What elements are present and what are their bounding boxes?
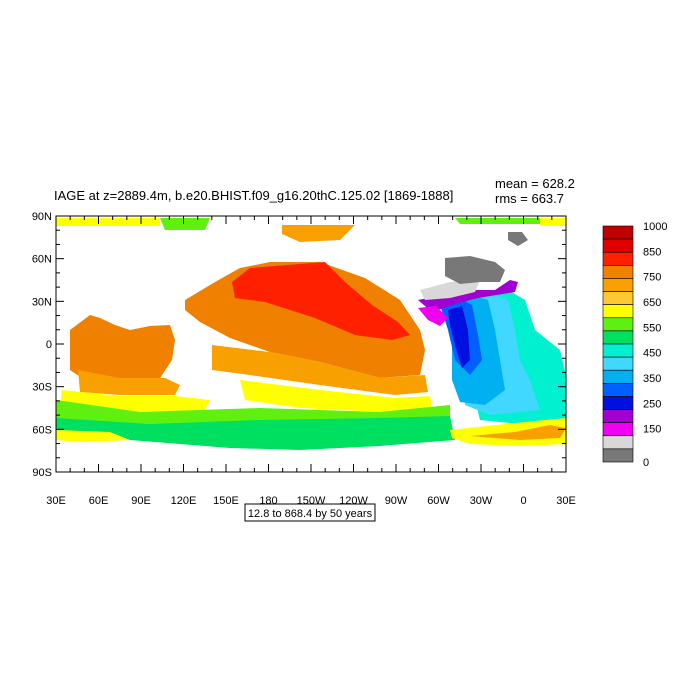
- lon-label: 0: [520, 495, 526, 507]
- colorbar-swatch: [602, 448, 634, 463]
- colorbar-swatch: [602, 265, 634, 279]
- arctic-yellow-patch: [56, 218, 160, 226]
- map-ticks: [55, 215, 567, 473]
- lon-label: 30E: [46, 495, 66, 507]
- atlantic-magenta-patch: [418, 306, 448, 326]
- lat-label: 90S: [32, 467, 52, 479]
- colorbar-swatch: [602, 396, 634, 410]
- pacific-yellow-band: [240, 380, 432, 412]
- colorbar-label: 650: [643, 297, 661, 309]
- colorbar-swatch: [602, 291, 634, 305]
- rms-stat: rms = 663.7: [495, 191, 564, 206]
- lat-label: 30N: [32, 296, 52, 308]
- lon-label: 90E: [131, 495, 151, 507]
- atlantic-dark-blue-core: [448, 306, 470, 368]
- atlantic-purple-band: [418, 280, 518, 312]
- colorbar-label: 1000: [643, 221, 667, 233]
- lat-label: 60N: [32, 254, 52, 266]
- lon-label: 120E: [171, 495, 197, 507]
- southern-light-orange-right-patch: [470, 425, 566, 440]
- colorbar-label: 750: [643, 272, 661, 284]
- colorbar-swatch: [602, 304, 634, 319]
- colorbar-label: 350: [643, 373, 661, 385]
- colorbar-swatch: [602, 356, 634, 371]
- arctic-orange-patch: [282, 225, 355, 242]
- lon-label: 30W: [470, 495, 493, 507]
- colorbar-swatch: [602, 422, 634, 437]
- colorbar-label: 550: [643, 322, 661, 334]
- arctic-light-gray-patch: [420, 280, 480, 300]
- arctic-green-patch: [160, 218, 210, 230]
- colorbar-swatch: [602, 225, 634, 240]
- pacific-north-red-core: [232, 262, 410, 340]
- southern-lightgreen-band: [56, 400, 450, 424]
- lat-label: 90N: [32, 211, 52, 223]
- colorbar-label: 850: [643, 246, 661, 258]
- indian-orange-region: [70, 315, 175, 385]
- colorbar-labels: 1000 850 750 650 550 450 350 250 150 0: [643, 221, 667, 469]
- contour-info-label: 12.8 to 868.4 by 50 years: [248, 508, 373, 520]
- lat-label: 0: [46, 339, 52, 351]
- pacific-light-orange-band: [212, 345, 428, 395]
- lon-label: 90W: [385, 495, 408, 507]
- colorbar-swatch: [602, 435, 634, 450]
- latitude-labels: 90N 60N 30N 0 30S 60S 90S: [32, 211, 52, 479]
- colorbar-swatch: [602, 383, 634, 397]
- lon-label: 150E: [213, 495, 239, 507]
- colorbar-label: 0: [643, 457, 649, 469]
- colorbar-swatch: [602, 317, 634, 332]
- colorbar-swatch: [602, 278, 634, 292]
- mean-stat: mean = 628.2: [495, 176, 575, 191]
- indian-light-orange-band: [78, 370, 180, 395]
- arctic-yellow-right-patch: [540, 218, 566, 226]
- colorbar-label: 250: [643, 398, 661, 410]
- map-regions: [56, 218, 566, 450]
- colorbar-swatch: [602, 251, 634, 266]
- colorbar-swatch: [602, 409, 634, 423]
- colorbar-label: 150: [643, 424, 661, 436]
- map-title: IAGE at z=2889.4m, b.e20.BHIST.f09_g16.2…: [54, 188, 453, 203]
- lat-label: 60S: [32, 424, 52, 436]
- colorbar-swatch: [602, 343, 634, 358]
- lon-label: 60E: [89, 495, 109, 507]
- colorbar-swatch: [602, 238, 634, 253]
- lat-label: 30S: [32, 382, 52, 394]
- lon-label: 60W: [427, 495, 450, 507]
- southern-green-band: [56, 416, 455, 450]
- arctic-dark-gray-patch: [445, 256, 505, 284]
- lon-label: 30E: [556, 495, 576, 507]
- colorbar-label: 450: [643, 348, 661, 360]
- colorbar: [602, 225, 634, 463]
- contour-info-box: [244, 503, 376, 522]
- southern-yellow-left-patch: [56, 430, 130, 442]
- colorbar-swatch: [602, 330, 634, 345]
- arctic-dark-gray-islands: [508, 232, 528, 246]
- colorbar-swatch: [602, 369, 634, 384]
